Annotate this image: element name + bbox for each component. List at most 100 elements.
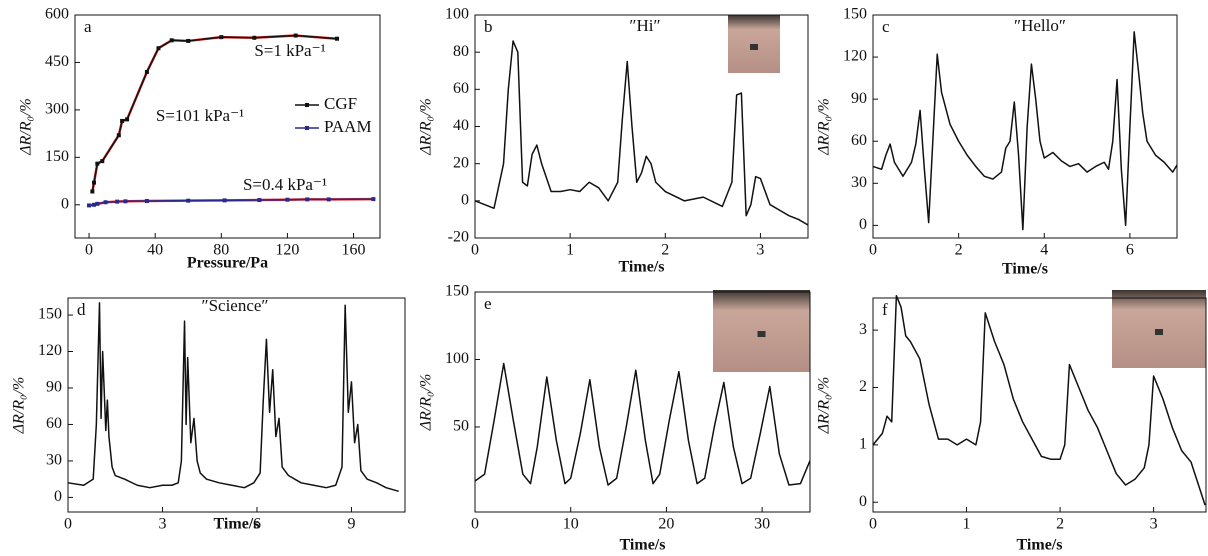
y-tick-label: 2	[859, 378, 867, 395]
plot-frame	[474, 291, 811, 513]
y-tick-label: 80	[453, 43, 469, 60]
point-marker	[222, 198, 227, 203]
legend-marker	[305, 103, 309, 107]
x-tick-label: 120	[275, 242, 299, 259]
panel-title: ″Hello″	[1014, 16, 1066, 35]
point-marker	[100, 159, 105, 164]
y-tick-label: 120	[843, 48, 867, 65]
series-line	[474, 362, 811, 486]
x-axis-label: Pressure/Pa	[187, 255, 268, 272]
point-marker	[95, 161, 100, 166]
y-tick-label: 0	[859, 493, 867, 510]
x-tick-label: 1	[566, 242, 574, 259]
x-tick-label: 0	[869, 242, 877, 259]
sensor-patch	[1155, 329, 1163, 335]
y-tick-label: 150	[45, 148, 69, 165]
y-tick-label: 60	[46, 415, 62, 432]
x-tick-label: 2	[661, 242, 669, 259]
y-tick-label: 20	[453, 154, 469, 171]
y-tick-label: 0	[54, 488, 62, 505]
panel-label: f	[882, 300, 888, 319]
y-tick-label: 0	[61, 195, 69, 212]
y-axis-label: ΔR/R₀/%	[816, 98, 833, 156]
x-axis-label: Time/s	[214, 516, 260, 533]
y-axis-label: ΔR/R₀/%	[11, 377, 28, 435]
point-marker	[326, 197, 331, 202]
point-marker	[123, 199, 128, 204]
series-line	[67, 302, 399, 493]
y-tick-label: 120	[38, 342, 62, 359]
point-marker	[144, 198, 149, 203]
x-tick-label: 9	[347, 516, 355, 533]
x-tick-label: 80	[213, 242, 229, 259]
point-marker	[92, 202, 97, 207]
annotation: S=101 kPa⁻¹	[156, 106, 244, 125]
y-tick-label: 40	[453, 117, 469, 134]
x-tick-label: 6	[253, 516, 261, 533]
series-line	[872, 31, 1178, 231]
y-tick-label: 0	[859, 216, 867, 233]
point-marker	[252, 35, 257, 40]
point-marker	[90, 189, 95, 194]
point-marker	[169, 38, 174, 43]
legend-label: PAAM	[324, 117, 372, 136]
point-marker	[115, 199, 120, 204]
point-marker	[285, 197, 290, 202]
panel-label: d	[77, 300, 86, 319]
point-marker	[103, 200, 108, 205]
panel-title: ″Science″	[201, 296, 268, 315]
point-marker	[116, 133, 121, 138]
point-marker	[371, 197, 376, 202]
series-line	[872, 294, 1206, 506]
panel-label: e	[484, 294, 492, 313]
y-tick-label: 100	[445, 350, 469, 367]
y-tick-label: 90	[46, 379, 62, 396]
point-marker	[293, 33, 298, 38]
x-axis-label: Time/s	[619, 259, 665, 276]
y-tick-label: 60	[453, 80, 469, 97]
y-tick-label: 600	[45, 6, 69, 23]
point-marker	[219, 35, 224, 40]
annotation: S=1 kPa⁻¹	[254, 41, 325, 60]
annotation: S=0.4 kPa⁻¹	[243, 175, 327, 194]
x-tick-label: 20	[658, 516, 674, 533]
y-tick-label: 150	[843, 6, 867, 23]
y-tick-label: -20	[448, 229, 469, 246]
x-tick-label: 3	[1150, 516, 1158, 533]
point-marker	[156, 46, 161, 51]
x-tick-label: 3	[158, 516, 166, 533]
x-tick-label: 160	[342, 242, 366, 259]
y-tick-label: 150	[445, 283, 469, 300]
x-axis-label: Time/s	[1002, 261, 1048, 278]
legend-label: CGF	[324, 94, 357, 113]
x-tick-label: 30	[754, 516, 770, 533]
y-tick-label: 450	[45, 53, 69, 70]
point-marker	[95, 201, 100, 206]
x-tick-label: 10	[563, 516, 579, 533]
plot-frame	[74, 14, 381, 239]
y-tick-label: 90	[851, 90, 867, 107]
sensor-patch	[757, 331, 766, 337]
panel-label: a	[84, 17, 92, 36]
y-tick-label: 300	[45, 101, 69, 118]
y-tick-label: 30	[46, 452, 62, 469]
y-axis-label: ΔR/R₀/%	[816, 377, 833, 435]
x-tick-label: 40	[147, 242, 163, 259]
x-tick-label: 2	[955, 242, 963, 259]
panel-title: ″Hi″	[629, 16, 660, 35]
legend-marker	[305, 126, 309, 130]
point-marker	[120, 118, 125, 123]
panel-label: c	[882, 17, 890, 36]
y-tick-label: 30	[851, 174, 867, 191]
point-marker	[335, 36, 340, 41]
x-axis-label: Time/s	[1017, 537, 1063, 554]
point-marker	[125, 117, 130, 122]
plot-frame	[872, 297, 1207, 513]
plot-frame	[872, 14, 1178, 239]
x-tick-label: 0	[64, 516, 72, 533]
point-marker	[186, 38, 191, 43]
x-axis-label: Time/s	[620, 537, 666, 554]
y-tick-label: 3	[859, 321, 867, 338]
y-tick-label: 0	[461, 192, 469, 209]
